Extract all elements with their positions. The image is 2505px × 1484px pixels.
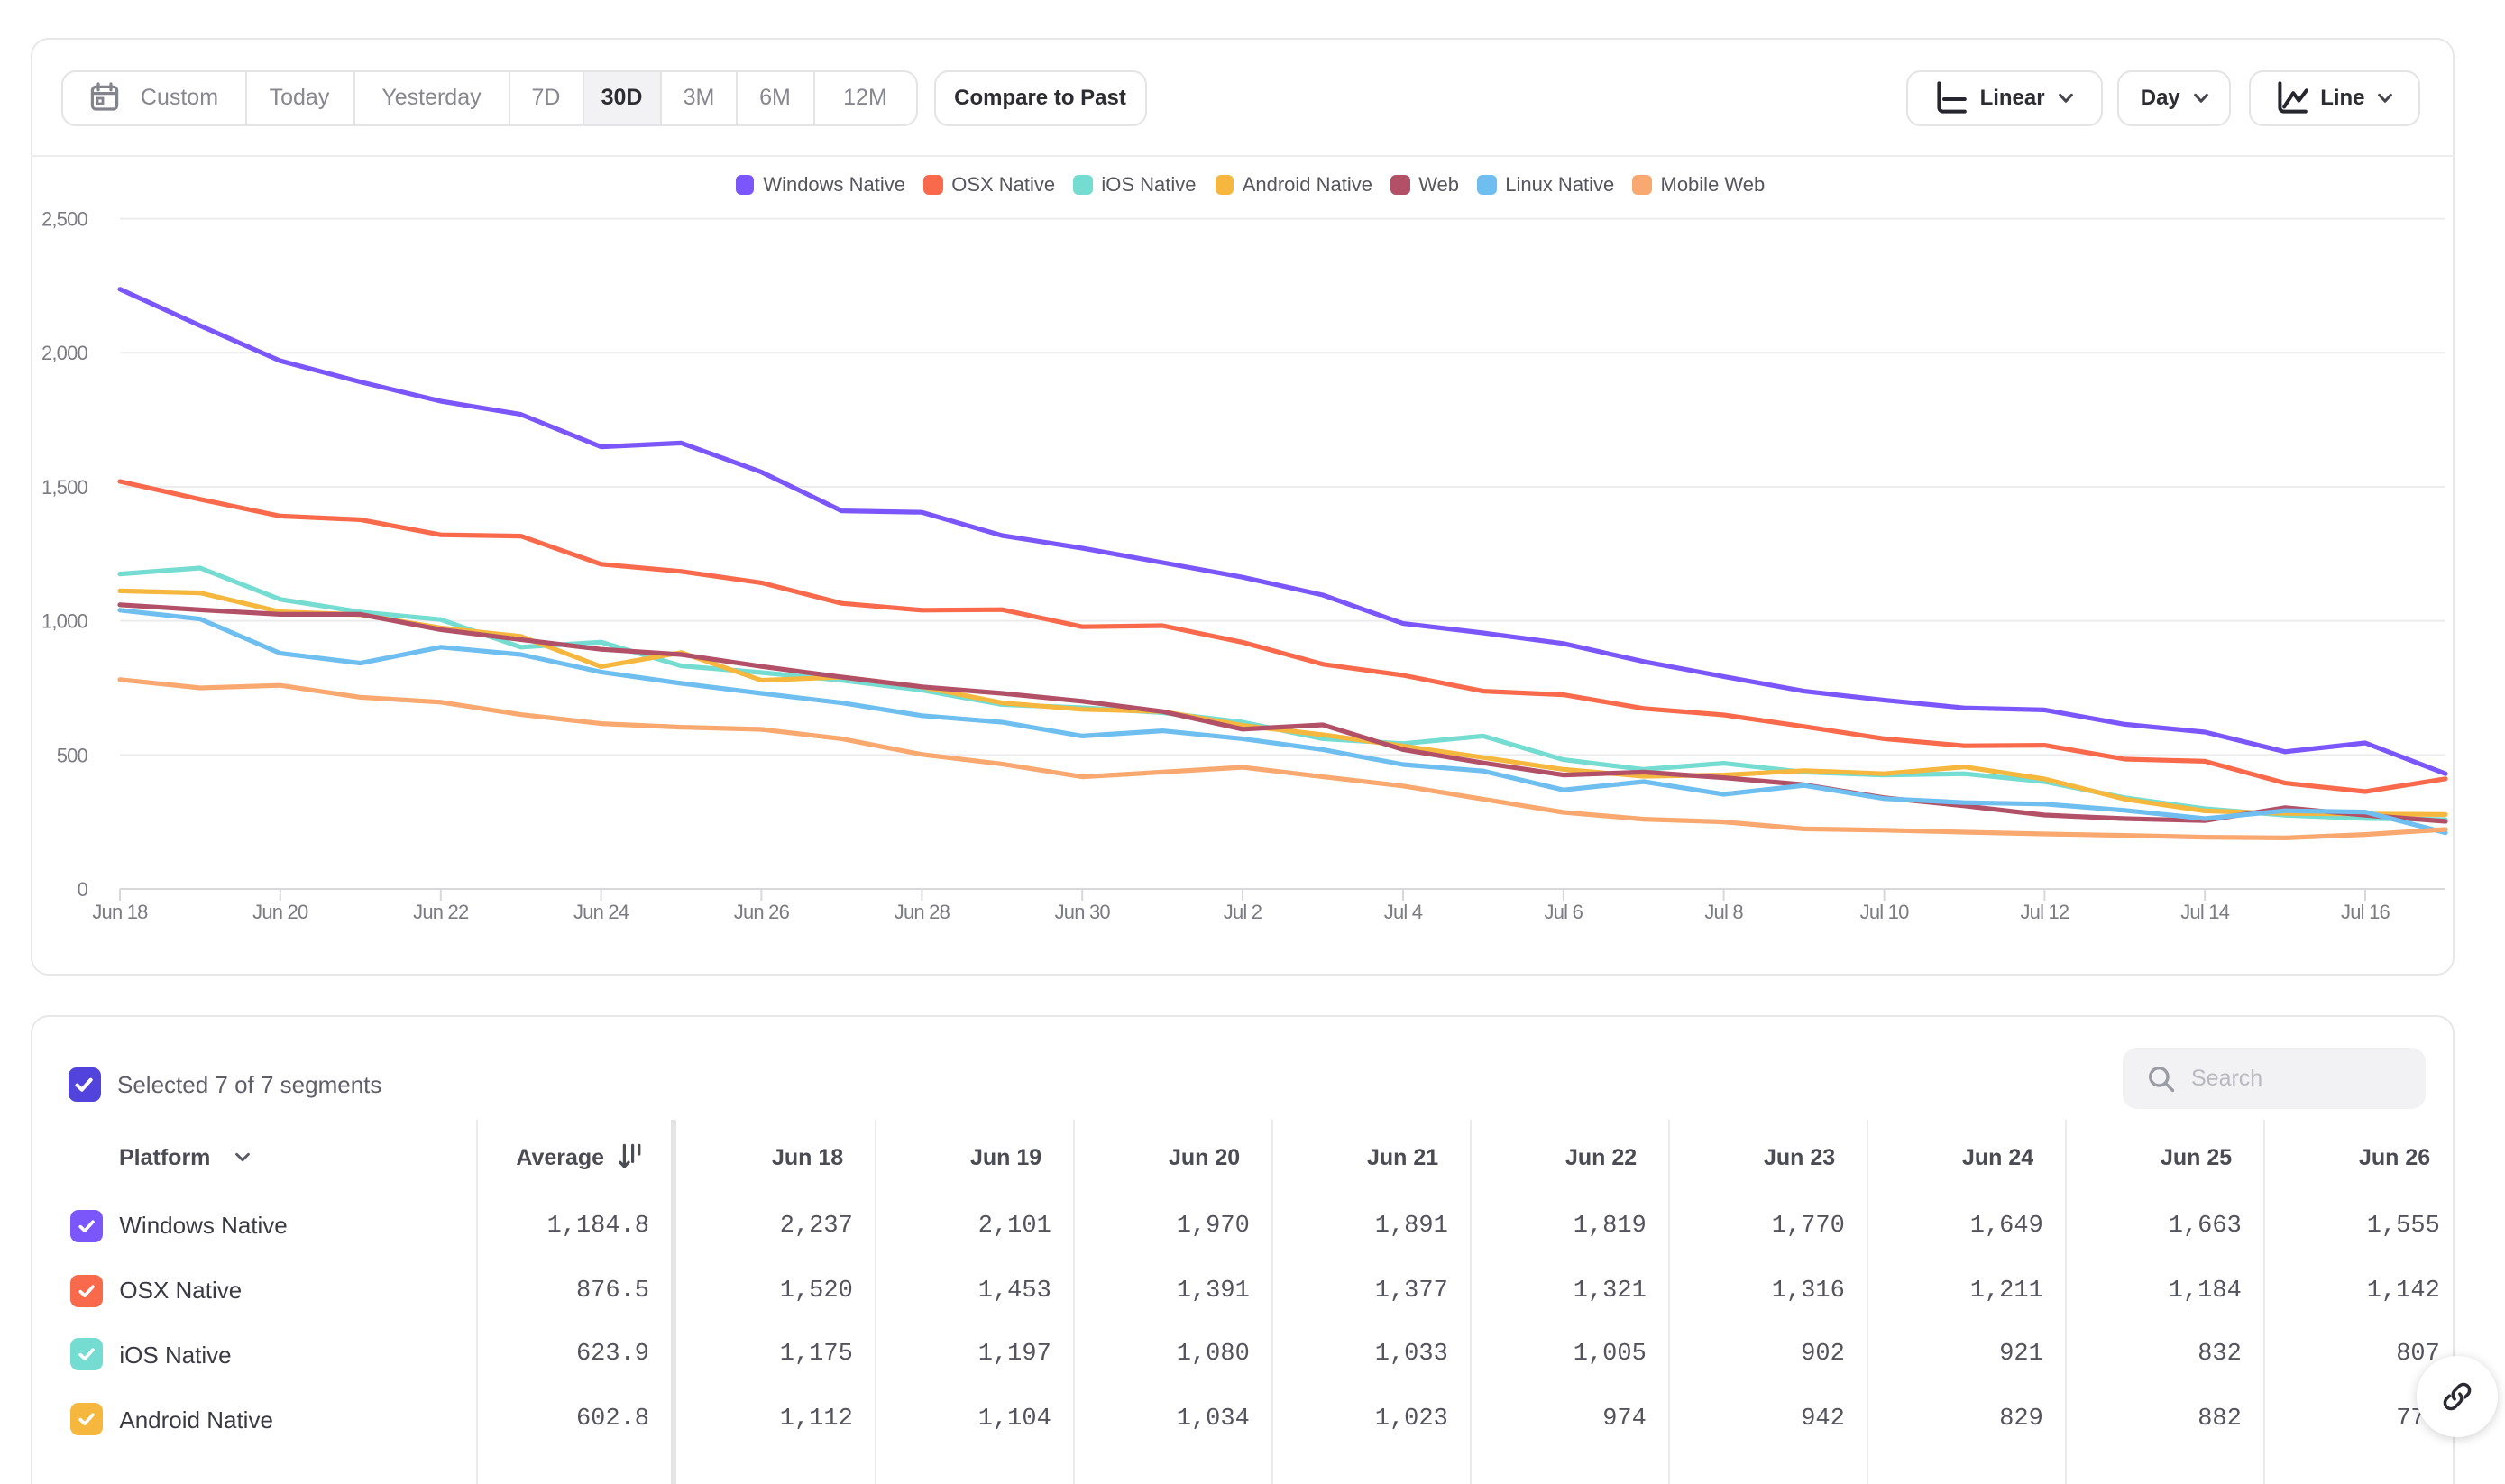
svg-text:Jul 2: Jul 2: [1224, 900, 1262, 922]
svg-text:500: 500: [57, 743, 88, 765]
svg-text:1,000: 1,000: [41, 609, 88, 632]
svg-text:Jul 12: Jul 12: [2020, 900, 2069, 922]
svg-text:Jun 26: Jun 26: [734, 900, 790, 922]
svg-text:Jul 4: Jul 4: [1384, 900, 1423, 922]
svg-text:2,500: 2,500: [41, 207, 88, 230]
svg-text:Jul 10: Jul 10: [1860, 900, 1909, 922]
svg-text:2,000: 2,000: [41, 341, 88, 363]
svg-text:Jul 6: Jul 6: [1545, 900, 1583, 922]
svg-text:Jul 8: Jul 8: [1704, 900, 1743, 922]
svg-text:Jul 16: Jul 16: [2341, 900, 2390, 922]
svg-text:0: 0: [78, 877, 88, 900]
svg-text:Jul 14: Jul 14: [2180, 900, 2229, 922]
svg-text:Jun 22: Jun 22: [413, 900, 469, 922]
svg-text:Jun 24: Jun 24: [573, 900, 629, 922]
svg-text:Jun 20: Jun 20: [252, 900, 308, 922]
svg-text:1,500: 1,500: [41, 475, 88, 498]
svg-text:Jun 18: Jun 18: [92, 900, 148, 922]
svg-text:Jun 28: Jun 28: [895, 900, 950, 922]
svg-text:Jun 30: Jun 30: [1055, 900, 1111, 922]
